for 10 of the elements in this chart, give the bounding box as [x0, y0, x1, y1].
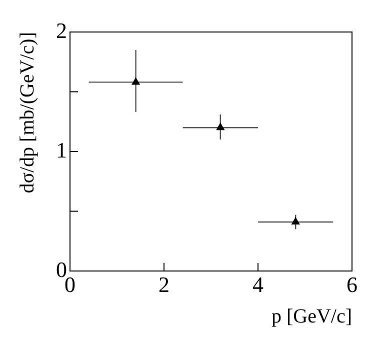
point — [292, 218, 300, 225]
y-tick-label: 2 — [56, 18, 67, 43]
point — [132, 78, 140, 85]
point — [216, 123, 224, 130]
x-tick-label: 6 — [346, 272, 358, 297]
y-tick-label: 1 — [56, 137, 67, 162]
y-axis-title: dσ/dp [mb/(GeV/c)] — [16, 32, 38, 194]
x-tick-label: 4 — [252, 272, 264, 297]
x-tick-label: 2 — [158, 272, 170, 297]
x-axis-title: p [GeV/c] — [271, 305, 352, 328]
